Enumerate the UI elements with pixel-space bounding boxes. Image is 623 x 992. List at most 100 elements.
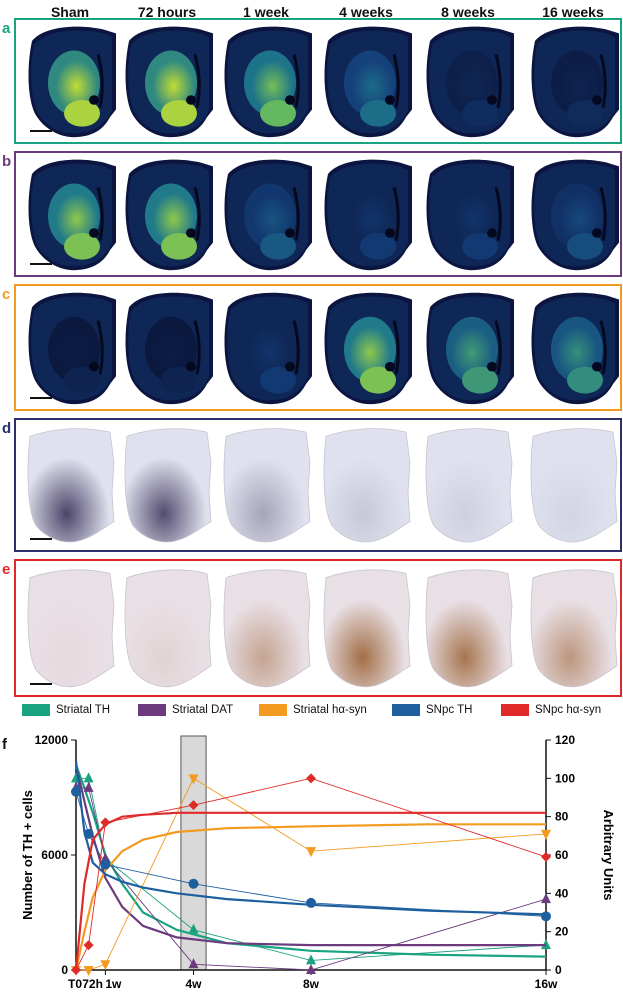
brain-slice-a-4 — [324, 26, 412, 138]
chart-legend: Striatal TH Striatal DAT Striatal hα-syn… — [14, 704, 622, 724]
brain-slice-d-6 — [530, 428, 618, 543]
data-point-striatal-dat — [306, 964, 316, 974]
column-header-8w: 8 weeks — [441, 4, 495, 20]
scale-bar — [30, 538, 52, 540]
panel-letter-d: d — [2, 420, 12, 437]
brain-slice-c-3 — [224, 292, 312, 405]
y-tick-label-right: 20 — [555, 925, 569, 939]
column-header-1w: 1 week — [243, 4, 289, 20]
legend-swatch — [22, 704, 50, 716]
brain-slice-d-4 — [323, 428, 411, 543]
legend-swatch — [392, 704, 420, 716]
legend-item-striatal-th: Striatal TH — [22, 704, 110, 716]
fit-curve-striatal-h-syn — [74, 823, 546, 971]
legend-label: SNpc TH — [426, 704, 473, 716]
y-tick-label-right: 40 — [555, 886, 569, 900]
panel-d — [14, 418, 622, 552]
brain-slice-b-4 — [324, 159, 412, 271]
data-point-striatal-h-syn — [306, 847, 316, 858]
panel-letter-a: a — [2, 20, 11, 37]
data-point-snpc-th — [306, 897, 316, 908]
x-tick-label: 4w — [185, 977, 202, 991]
brain-slice-c-2 — [125, 292, 213, 405]
legend-item-snpc-syn: SNpc hα-syn — [501, 704, 601, 716]
legend-item-striatal-syn: Striatal hα-syn — [259, 704, 367, 716]
data-point-striatal-h-syn — [83, 966, 94, 976]
brain-slice-b-6 — [531, 159, 619, 271]
y-tick-label-right: 100 — [555, 771, 575, 785]
data-point-striatal-dat — [83, 781, 94, 792]
y-axis-label-right: Arbitrary Units — [601, 809, 616, 900]
fit-curve-striatal-dat — [74, 764, 546, 947]
legend-label: Striatal DAT — [172, 704, 234, 716]
brain-slice-b-1 — [28, 159, 116, 271]
legend-item-striatal-dat: Striatal DAT — [138, 704, 233, 716]
panel-letter-b: b — [2, 153, 12, 170]
time-course-chart: 0 6000 12000 0 20 40 60 80 100 120 T0 72h 1w 4w 8w 16w N… — [20, 733, 616, 991]
x-tick-label: 16w — [535, 977, 558, 991]
brain-slice-a-5 — [426, 26, 514, 138]
data-point-striatal-h-syn — [100, 960, 111, 971]
brain-slice-b-5 — [426, 159, 514, 271]
data-point-striatal-dat — [541, 893, 551, 904]
brain-slice-c-1 — [28, 292, 116, 405]
legend-swatch — [138, 704, 166, 716]
scale-bar — [30, 683, 52, 685]
brain-slice-b-2 — [125, 159, 213, 271]
data-point-striatal-dat — [188, 958, 199, 969]
legend-label: SNpc hα-syn — [535, 704, 602, 716]
brain-slice-b-3 — [224, 159, 312, 271]
brain-slice-d-1 — [27, 428, 115, 543]
data-point-snpc-th — [71, 786, 81, 797]
column-header-16w: 16 weeks — [542, 4, 604, 20]
panel-e — [14, 559, 622, 697]
column-header-4w: 4 weeks — [339, 4, 393, 20]
scale-bar — [30, 130, 52, 132]
legend-swatch — [259, 704, 287, 716]
brain-slice-c-6 — [531, 292, 619, 405]
data-point-snpc-th — [188, 878, 199, 889]
scale-bar — [30, 263, 52, 265]
y-tick-label-left: 0 — [61, 963, 68, 977]
data-point-striatal-h-syn — [541, 829, 551, 840]
column-header-sham: Sham — [50, 4, 90, 20]
x-tick-label: T0 — [68, 977, 82, 991]
legend-label: Striatal TH — [56, 704, 111, 716]
data-point-snpc-h-syn — [100, 817, 111, 828]
series-line-striatal-h-syn — [76, 777, 547, 971]
data-point-snpc-h-syn — [306, 773, 316, 784]
y-tick-label-left: 6000 — [41, 848, 68, 862]
brain-slice-d-3 — [223, 428, 311, 543]
data-point-snpc-h-syn — [83, 940, 94, 951]
brain-slice-a-6 — [531, 26, 619, 138]
data-point-striatal-th — [83, 772, 94, 783]
series-line-snpc-th — [75, 791, 547, 917]
y-tick-label-right: 80 — [555, 810, 569, 824]
data-point-striatal-th — [306, 954, 316, 965]
brain-slice-e-3 — [223, 569, 311, 688]
brain-slice-e-6 — [530, 569, 618, 688]
brain-slice-d-2 — [124, 428, 212, 543]
fit-curve-striatal-th — [74, 764, 547, 958]
brain-slice-e-1 — [27, 569, 115, 688]
y-tick-label-right: 0 — [555, 963, 562, 977]
brain-slice-e-4 — [323, 569, 411, 688]
brain-slice-a-1 — [28, 26, 116, 138]
x-tick-label: 1w — [105, 977, 122, 991]
panel-a — [14, 18, 622, 144]
y-tick-label-right: 120 — [555, 733, 575, 747]
data-point-striatal-h-syn — [188, 774, 199, 785]
brain-slice-e-5 — [425, 569, 513, 688]
data-point-snpc-h-syn — [71, 965, 81, 975]
x-tick-label: 72h — [82, 977, 103, 991]
legend-item-snpc-th: SNpc TH — [392, 704, 472, 716]
data-point-snpc-th — [100, 859, 111, 870]
y-tick-label-right: 60 — [555, 848, 569, 862]
brain-slice-a-2 — [125, 26, 213, 138]
panel-c — [14, 284, 622, 411]
panel-letter-f: f — [2, 736, 7, 753]
series-line-striatal-th — [76, 777, 547, 961]
panel-b — [14, 151, 622, 277]
brain-slice-c-5 — [426, 292, 514, 405]
data-point-snpc-th — [83, 828, 94, 839]
